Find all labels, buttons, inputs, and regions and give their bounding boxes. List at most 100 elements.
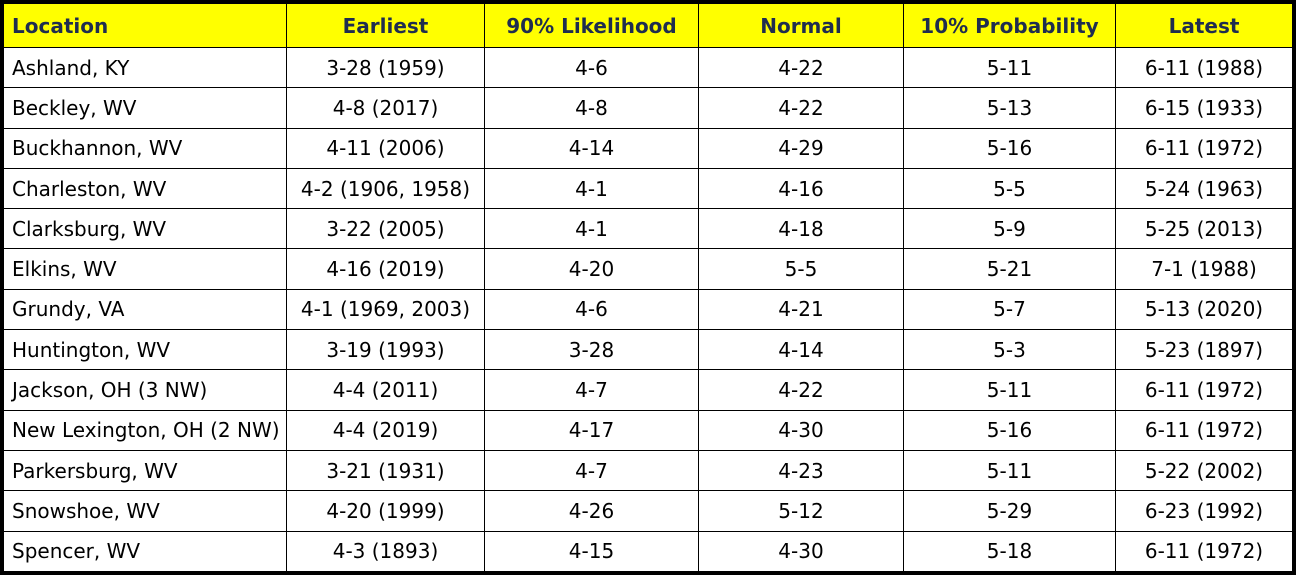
cell-10-probability: 5-13 (903, 87, 1116, 129)
cell-90-likelihood: 3-28 (484, 329, 699, 371)
cell-latest: 5-13 (2020) (1115, 288, 1293, 331)
cell-earliest: 4-3 (1893) (286, 530, 485, 573)
cell-latest: 6-15 (1933) (1115, 87, 1293, 129)
cell-10-probability: 5-9 (903, 208, 1116, 250)
cell-latest: 6-11 (1972) (1115, 530, 1293, 573)
cell-location: Snowshoe, WV (3, 490, 287, 532)
cell-location: Buckhannon, WV (3, 127, 287, 169)
cell-latest: 6-11 (1972) (1115, 369, 1293, 411)
cell-normal: 4-23 (698, 449, 904, 492)
cell-90-likelihood: 4-17 (484, 409, 699, 451)
cell-90-likelihood: 4-6 (484, 288, 699, 331)
cell-location: Parkersburg, WV (3, 449, 287, 492)
header-10-probability: 10% Probability (903, 3, 1116, 48)
frost-dates-table: Location Earliest 90% Likelihood Normal … (3, 3, 1293, 573)
table-row: Parkersburg, WV 3-21 (1931) 4-7 4-23 5-11 5-2… (3, 449, 1293, 492)
cell-10-probability: 5-18 (903, 530, 1116, 573)
cell-10-probability: 5-11 (903, 449, 1116, 492)
cell-10-probability: 5-3 (903, 329, 1116, 371)
cell-normal: 5-12 (698, 490, 904, 532)
cell-latest: 6-11 (1988) (1115, 46, 1293, 89)
cell-latest: 6-11 (1972) (1115, 127, 1293, 169)
table-row: Jackson, OH (3 NW) 4-4 (2011) 4-7 4-22 5-11 6… (3, 369, 1293, 411)
cell-latest: 6-23 (1992) (1115, 490, 1293, 532)
cell-90-likelihood: 4-1 (484, 167, 699, 210)
cell-90-likelihood: 4-1 (484, 208, 699, 250)
cell-earliest: 4-4 (2019) (286, 409, 485, 451)
cell-normal: 4-30 (698, 409, 904, 451)
table-row: Snowshoe, WV 4-20 (1999) 4-26 5-12 5-29 6-23 … (3, 490, 1293, 532)
cell-latest: 5-22 (2002) (1115, 449, 1293, 492)
table-header: Location Earliest 90% Likelihood Normal … (3, 3, 1293, 48)
cell-location: Beckley, WV (3, 87, 287, 129)
cell-normal: 4-30 (698, 530, 904, 573)
header-90-likelihood: 90% Likelihood (484, 3, 699, 48)
table-row: Grundy, VA 4-1 (1969, 2003) 4-6 4-21 5-7 5-13… (3, 288, 1293, 331)
header-latest: Latest (1115, 3, 1293, 48)
cell-latest: 5-25 (2013) (1115, 208, 1293, 250)
cell-normal: 4-14 (698, 329, 904, 371)
cell-earliest: 3-28 (1959) (286, 46, 485, 89)
cell-90-likelihood: 4-7 (484, 369, 699, 411)
table-row: Beckley, WV 4-8 (2017) 4-8 4-22 5-13 6-15 (19… (3, 87, 1293, 129)
cell-earliest: 4-8 (2017) (286, 87, 485, 129)
cell-latest: 6-11 (1972) (1115, 409, 1293, 451)
cell-location: Charleston, WV (3, 167, 287, 210)
cell-location: Spencer, WV (3, 530, 287, 573)
cell-earliest: 4-16 (2019) (286, 248, 485, 290)
cell-location: Clarksburg, WV (3, 208, 287, 250)
table-row: Elkins, WV 4-16 (2019) 4-20 5-5 5-21 7-1 (198… (3, 248, 1293, 290)
table-row: Huntington, WV 3-19 (1993) 3-28 4-14 5-3 5-23… (3, 329, 1293, 371)
cell-90-likelihood: 4-7 (484, 449, 699, 492)
cell-earliest: 4-4 (2011) (286, 369, 485, 411)
cell-normal: 4-22 (698, 46, 904, 89)
cell-normal: 4-21 (698, 288, 904, 331)
cell-earliest: 3-19 (1993) (286, 329, 485, 371)
cell-earliest: 4-20 (1999) (286, 490, 485, 532)
cell-10-probability: 5-5 (903, 167, 1116, 210)
table-row: Charleston, WV 4-2 (1906, 1958) 4-1 4-16 5-5… (3, 167, 1293, 210)
cell-earliest: 3-22 (2005) (286, 208, 485, 250)
cell-location: Elkins, WV (3, 248, 287, 290)
cell-10-probability: 5-11 (903, 46, 1116, 89)
cell-90-likelihood: 4-26 (484, 490, 699, 532)
cell-normal: 5-5 (698, 248, 904, 290)
header-normal: Normal (698, 3, 904, 48)
table-row: New Lexington, OH (2 NW) 4-4 (2019) 4-17 4-… (3, 409, 1293, 451)
cell-location: New Lexington, OH (2 NW) (3, 409, 287, 451)
cell-latest: 5-24 (1963) (1115, 167, 1293, 210)
cell-earliest: 4-11 (2006) (286, 127, 485, 169)
cell-location: Huntington, WV (3, 329, 287, 371)
table-row: Clarksburg, WV 3-22 (2005) 4-1 4-18 5-9 5-25 … (3, 208, 1293, 250)
cell-earliest: 4-1 (1969, 2003) (286, 288, 485, 331)
cell-10-probability: 5-16 (903, 409, 1116, 451)
cell-latest: 5-23 (1897) (1115, 329, 1293, 371)
cell-90-likelihood: 4-8 (484, 87, 699, 129)
cell-10-probability: 5-11 (903, 369, 1116, 411)
cell-normal: 4-16 (698, 167, 904, 210)
cell-10-probability: 5-21 (903, 248, 1116, 290)
cell-normal: 4-22 (698, 87, 904, 129)
cell-location: Jackson, OH (3 NW) (3, 369, 287, 411)
cell-90-likelihood: 4-15 (484, 530, 699, 573)
cell-earliest: 4-2 (1906, 1958) (286, 167, 485, 210)
table-row: Spencer, WV 4-3 (1893) 4-15 4-30 5-18 6-11 (1… (3, 530, 1293, 573)
cell-normal: 4-18 (698, 208, 904, 250)
cell-location: Grundy, VA (3, 288, 287, 331)
cell-90-likelihood: 4-14 (484, 127, 699, 169)
header-location: Location (3, 3, 287, 48)
cell-10-probability: 5-29 (903, 490, 1116, 532)
cell-90-likelihood: 4-20 (484, 248, 699, 290)
cell-normal: 4-22 (698, 369, 904, 411)
header-earliest: Earliest (286, 3, 485, 48)
header-row: Location Earliest 90% Likelihood Normal … (3, 3, 1293, 48)
cell-latest: 7-1 (1988) (1115, 248, 1293, 290)
table-row: Buckhannon, WV 4-11 (2006) 4-14 4-29 5-16 6-1… (3, 127, 1293, 169)
cell-10-probability: 5-7 (903, 288, 1116, 331)
cell-earliest: 3-21 (1931) (286, 449, 485, 492)
cell-90-likelihood: 4-6 (484, 46, 699, 89)
cell-location: Ashland, KY (3, 46, 287, 89)
cell-normal: 4-29 (698, 127, 904, 169)
cell-10-probability: 5-16 (903, 127, 1116, 169)
